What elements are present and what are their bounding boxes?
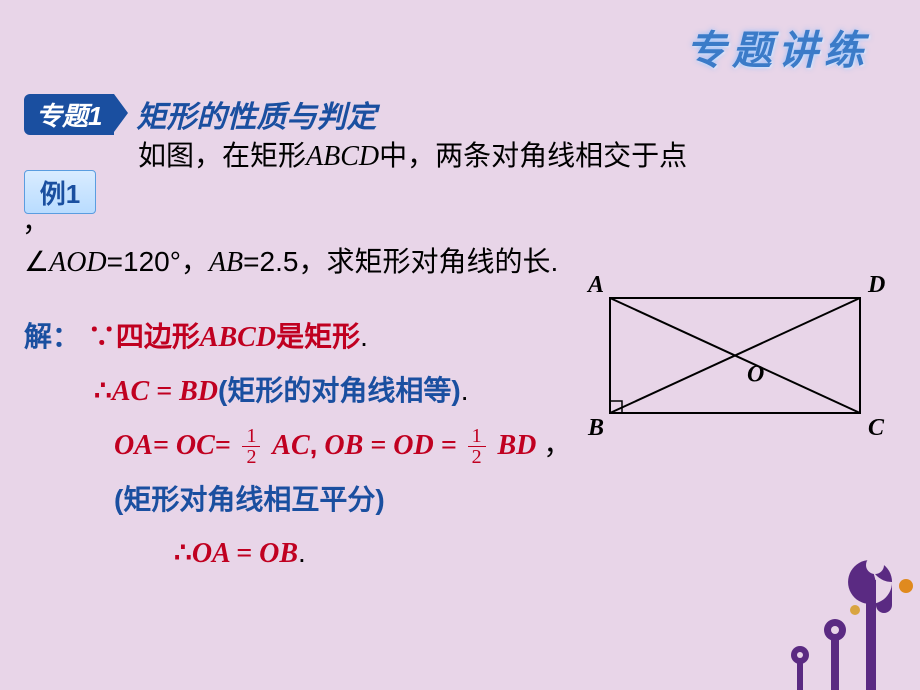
solution-block: 解： ∵四边形ABCD是矩形. ∴AC = BD(矩形的对角线相等). OA= …: [24, 310, 571, 580]
l1m: ABCD: [200, 322, 276, 353]
svg-text:C: C: [868, 415, 885, 441]
fraction-half-2: 12: [468, 426, 486, 467]
svg-text:A: A: [586, 272, 604, 298]
fraction-half-1: 12: [242, 426, 260, 467]
l5m: OA = OB: [192, 538, 298, 569]
l5dot: .: [298, 537, 306, 568]
l3b: OB = OD =: [317, 430, 463, 461]
l1a: 四边形: [116, 321, 200, 352]
stem-prefix: 如图，在矩形: [138, 140, 306, 171]
angle-eq: =120°，: [107, 246, 209, 277]
l2dot: .: [461, 375, 469, 406]
because-symbol: ∵: [88, 321, 116, 352]
stem-suffix: 中，两条对角线相交于点: [379, 140, 687, 171]
solution-label: 解：: [24, 321, 80, 352]
cond-tail: ，求矩形对角线的长.: [298, 246, 558, 277]
problem-condition: ∠AOD=120°，AB=2.5，求矩形对角线的长.: [24, 240, 558, 280]
l3m2: BD: [497, 430, 543, 461]
l3a: OA= OC=: [114, 430, 231, 461]
svg-text:B: B: [587, 415, 604, 441]
svg-text:D: D: [867, 272, 885, 298]
stray-tail: ，: [22, 200, 50, 240]
angle-name: AOD: [49, 247, 107, 278]
l4r: (矩形对角线相互平分): [114, 484, 385, 515]
svg-text:O: O: [747, 362, 764, 388]
side-name: AB: [209, 247, 243, 278]
f2d: 2: [468, 447, 486, 467]
l2m: AC = BD: [112, 376, 218, 407]
f1d: 2: [242, 447, 260, 467]
side-eq: =2.5: [243, 246, 298, 277]
topic-row: 专题1 矩形的性质与判定: [24, 92, 376, 136]
rectangle-diagram: A D B C O: [570, 268, 890, 448]
therefore-symbol-2: ∴: [174, 537, 192, 568]
f2n: 1: [468, 426, 486, 447]
stem-shape: ABCD: [306, 141, 379, 172]
therefore-symbol: ∴: [94, 375, 112, 406]
angle-prefix: ∠: [24, 246, 49, 277]
l3m1: AC: [272, 430, 309, 461]
topic-badge: 专题1: [24, 94, 114, 135]
header-title: 专题讲练: [686, 18, 870, 76]
l2r: (矩形的对角线相等): [218, 375, 461, 406]
topic-title: 矩形的性质与判定: [136, 92, 376, 136]
l1b: 是矩形: [276, 321, 360, 352]
l1dot: .: [360, 321, 368, 352]
f1n: 1: [242, 426, 260, 447]
decorative-flourish: [720, 510, 920, 690]
l3t: ，: [543, 429, 571, 460]
problem-stem: 如图，在矩形ABCD中，两条对角线相交于点: [138, 134, 687, 174]
slide: 专题讲练 专题1 矩形的性质与判定 如图，在矩形ABCD中，两条对角线相交于点 …: [0, 0, 920, 690]
